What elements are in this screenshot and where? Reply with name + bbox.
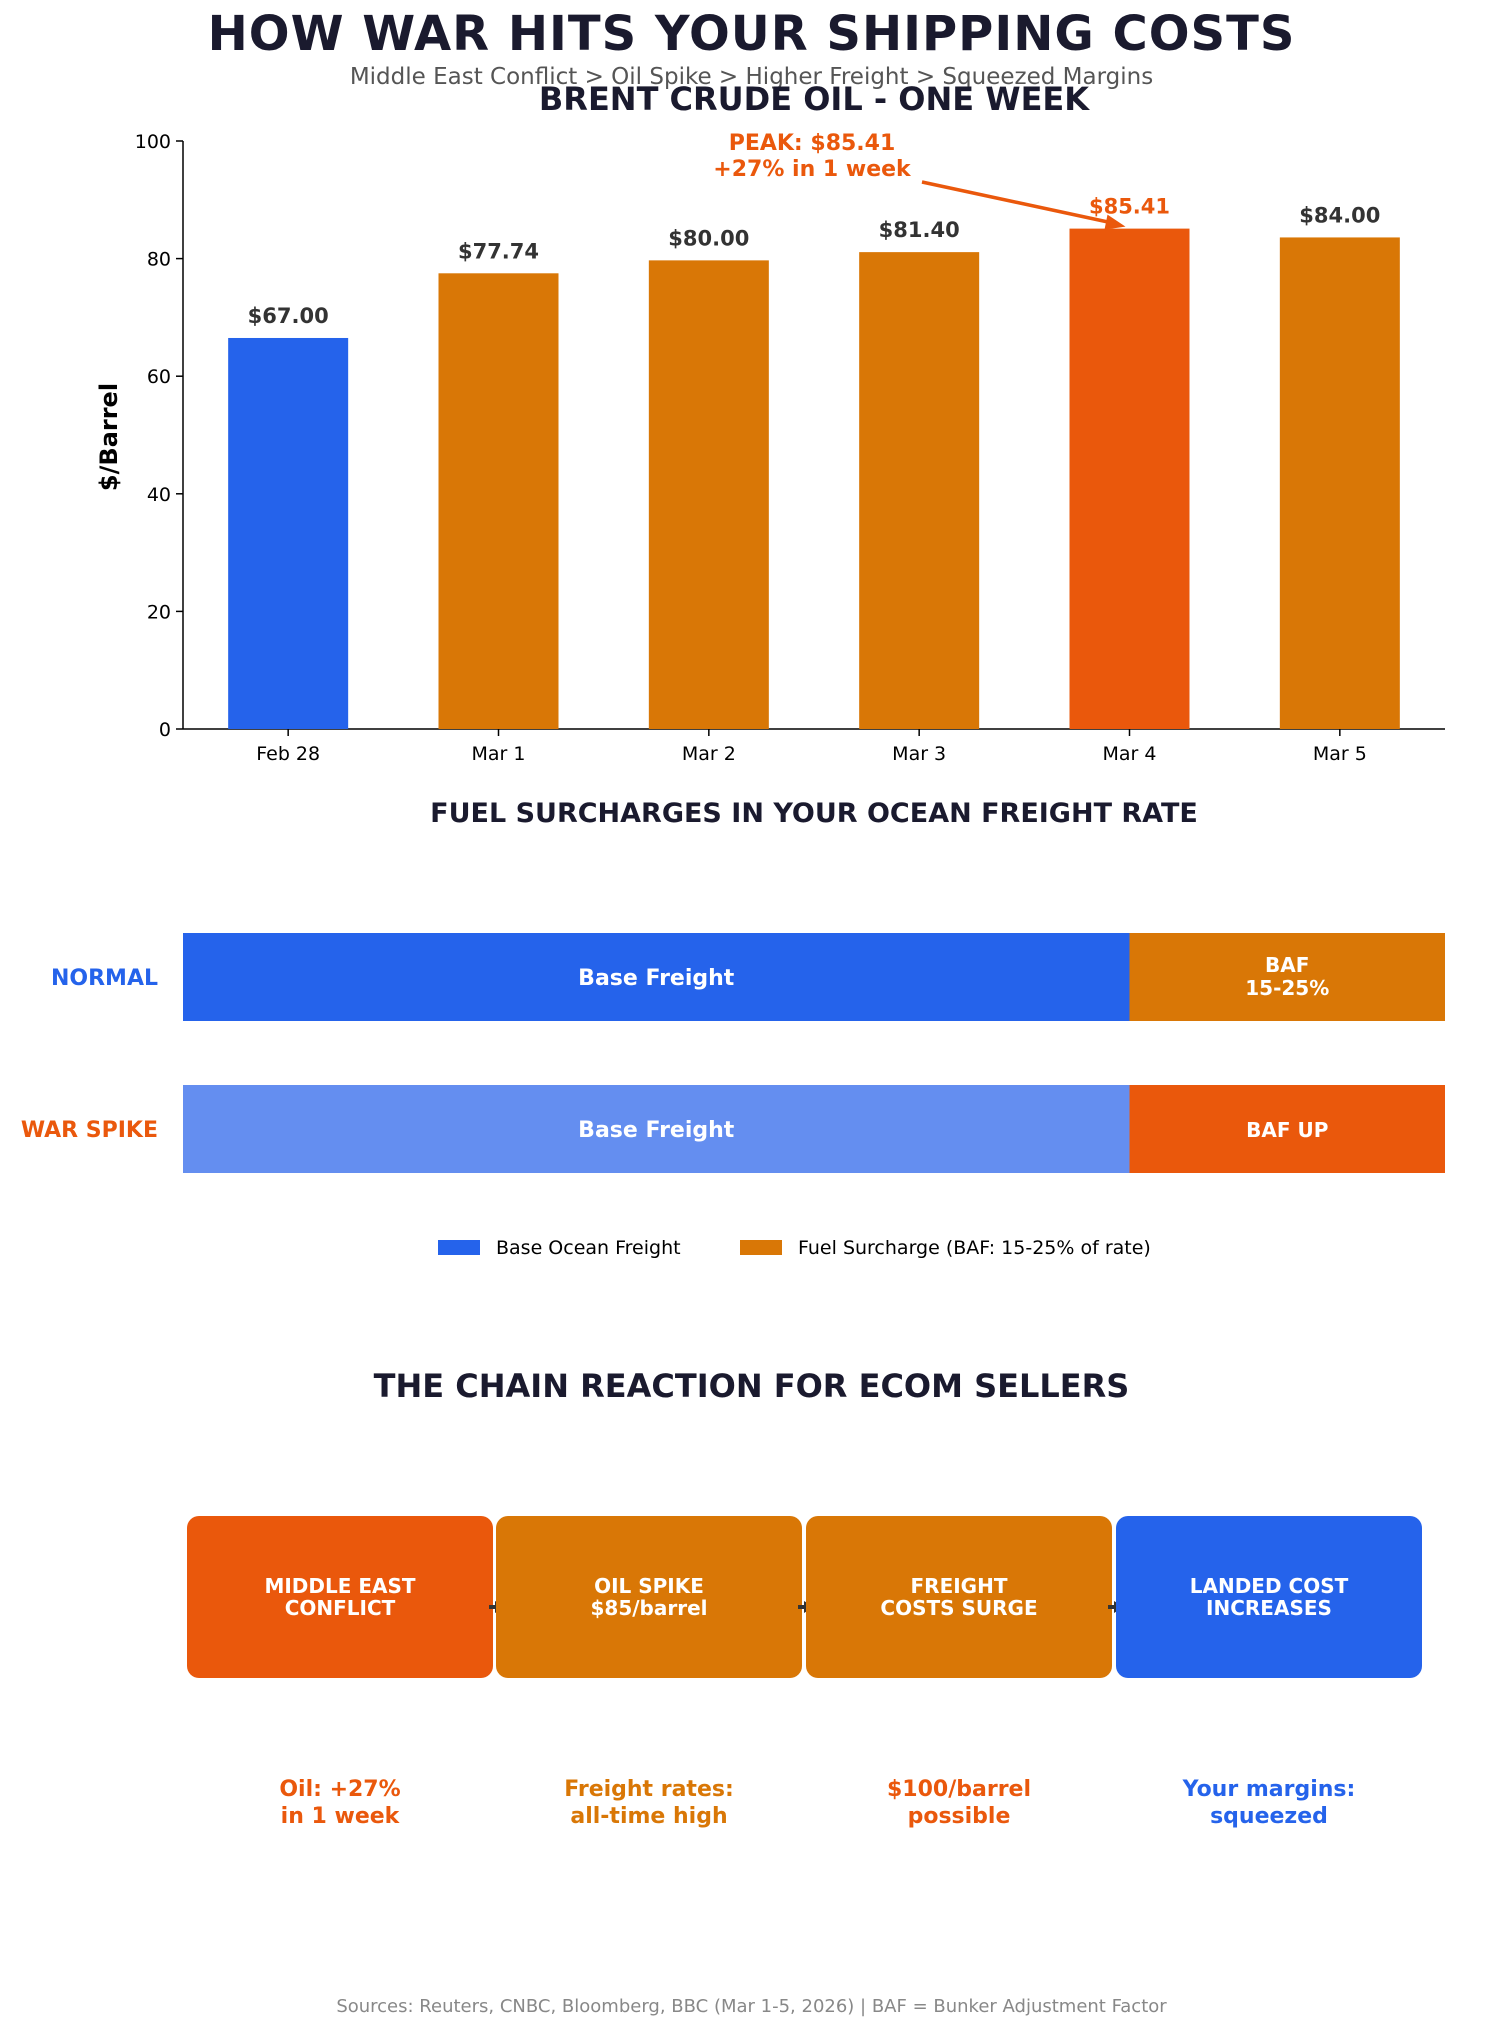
data-label: $85.41 <box>1089 195 1170 219</box>
segment-label: Base Freight <box>578 1118 735 1143</box>
bar <box>1069 228 1190 729</box>
brent-crude-chart: BRENT CRUDE OIL - ONE WEEK $/Barrel 0 20 4… <box>95 80 1445 765</box>
sources-footnote: Sources: Reuters, CNBC, Bloomberg, BBC (… <box>336 1996 1167 2017</box>
bar <box>648 260 769 729</box>
peak-annotation-line1: PEAK: $85.41 <box>729 131 896 156</box>
x-tick-label: Mar 5 <box>1313 743 1367 765</box>
chain-step-note: $100/barrel possible <box>886 1777 1032 1829</box>
data-label: $81.40 <box>879 218 960 242</box>
chain-arrow-shaft <box>489 1605 497 1609</box>
row-label: WAR SPIKE <box>21 1118 158 1143</box>
fuel-surcharge-chart: FUEL SURCHARGES IN YOUR OCEAN FREIGHT RA… <box>21 798 1445 1259</box>
segment-label: Base Freight <box>578 966 735 991</box>
segment-label: BAF <box>1265 953 1309 977</box>
legend-label: Base Ocean Freight <box>496 1237 681 1259</box>
x-tick-label: Feb 28 <box>256 743 320 765</box>
stacked-segment <box>183 1085 1130 1173</box>
chain-step-note: Your margins: squeezed <box>1182 1777 1356 1829</box>
y-tick-label: 20 <box>147 601 171 623</box>
page-title: HOW WAR HITS YOUR SHIPPING COSTS <box>207 6 1296 62</box>
chain-arrow-shaft <box>1108 1605 1116 1609</box>
data-label: $80.00 <box>668 226 749 250</box>
peak-annotation-arrow <box>921 180 1116 226</box>
x-tick-label: Mar 3 <box>892 743 946 765</box>
fuel-chart-title: FUEL SURCHARGES IN YOUR OCEAN FREIGHT RA… <box>430 798 1198 829</box>
peak-annotation-line2: +27% in 1 week <box>713 157 912 182</box>
peak-annotation-arrowhead <box>1104 214 1126 230</box>
y-tick-label: 60 <box>147 366 171 388</box>
chain-step-box: OIL SPIKE $85/barrel <box>496 1516 802 1678</box>
y-tick-label: 40 <box>147 484 171 506</box>
stacked-segment <box>183 933 1130 1021</box>
segment-label: BAF UP <box>1246 1118 1328 1142</box>
row-label: NORMAL <box>51 966 158 991</box>
stacked-segment <box>1129 1085 1445 1173</box>
chain-step-box: MIDDLE EAST CONFLICT <box>187 1516 493 1678</box>
y-tick-label: 0 <box>159 719 171 741</box>
chart-title: BRENT CRUDE OIL - ONE WEEK <box>539 80 1090 118</box>
y-axis-label: $/Barrel <box>95 383 123 491</box>
bar <box>859 252 980 729</box>
segment-label: 15-25% <box>1245 976 1329 1000</box>
chain-step-box: FREIGHT COSTS SURGE <box>806 1516 1112 1678</box>
x-tick-label: Mar 1 <box>472 743 526 765</box>
bar <box>228 337 349 729</box>
x-tick-label: Mar 4 <box>1103 743 1157 765</box>
legend-swatch <box>740 1240 782 1255</box>
chain-title: THE CHAIN REACTION FOR ECOM SELLERS <box>373 1367 1130 1405</box>
legend-swatch <box>438 1240 480 1255</box>
chain-step-note: Oil: +27% in 1 week <box>279 1777 401 1829</box>
bar <box>1279 237 1400 729</box>
chain-step-note: Freight rates: all-time high <box>564 1777 734 1829</box>
stacked-segment <box>1129 933 1445 1021</box>
y-tick-label: 80 <box>147 249 171 271</box>
y-tick-label: 100 <box>135 131 171 153</box>
data-label: $77.74 <box>458 239 539 263</box>
legend-label: Fuel Surcharge (BAF: 15-25% of rate) <box>798 1237 1151 1259</box>
x-tick-label: Mar 2 <box>682 743 736 765</box>
chain-step-box: LANDED COST INCREASES <box>1116 1516 1422 1678</box>
data-label: $67.00 <box>248 304 329 328</box>
chain-arrow-shaft <box>798 1605 806 1609</box>
page-subtitle: Middle East Conflict > Oil Spike > Highe… <box>349 64 1154 90</box>
bar <box>438 273 559 729</box>
data-label: $84.00 <box>1299 203 1380 227</box>
